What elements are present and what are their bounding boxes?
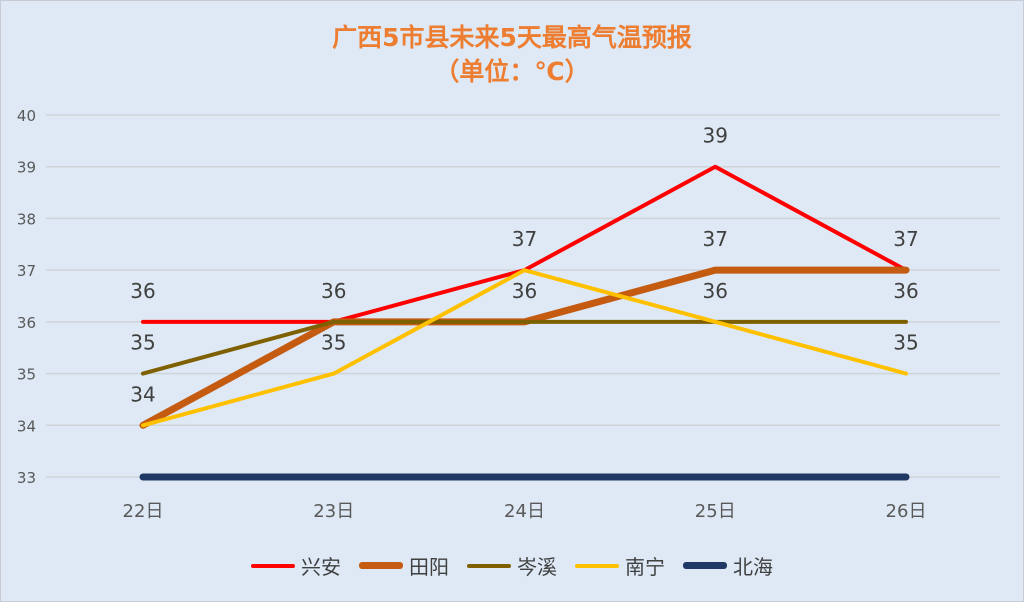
legend-swatch <box>359 562 403 569</box>
legend-swatch <box>251 563 295 568</box>
y-tick-label: 36 <box>17 314 36 332</box>
legend-swatch <box>467 563 511 568</box>
series-line-岑溪 <box>141 319 908 376</box>
legend-label: 南宁 <box>625 555 665 579</box>
legend-item-兴安: 兴安 <box>251 551 341 580</box>
legend-label: 岑溪 <box>517 555 557 579</box>
x-tick-label: 25日 <box>695 501 736 522</box>
data-label: 37 <box>703 227 728 251</box>
y-tick-label: 38 <box>17 210 36 228</box>
data-label: 37 <box>893 227 918 251</box>
data-label: 34 <box>130 382 155 406</box>
y-tick-label: 33 <box>17 469 36 487</box>
legend-swatch <box>575 563 619 568</box>
series-line-南宁 <box>141 268 908 428</box>
legend-label: 兴安 <box>301 555 341 579</box>
legend-swatch <box>683 562 727 569</box>
chart-title: 广西5市县未来5天最高气温预报 <box>332 23 692 52</box>
legend-item-南宁: 南宁 <box>575 551 665 580</box>
y-tick-label: 40 <box>17 107 36 125</box>
chart-subtitle: （单位：℃） <box>434 57 590 86</box>
x-tick-label: 23日 <box>313 501 354 522</box>
x-tick-label: 24日 <box>504 501 545 522</box>
data-label: 35 <box>130 331 155 355</box>
data-label: 35 <box>893 331 918 355</box>
data-label: 35 <box>321 331 346 355</box>
x-tick-label: 26日 <box>886 501 927 522</box>
legend-label: 田阳 <box>409 555 449 579</box>
data-label: 39 <box>703 124 728 148</box>
data-label: 36 <box>130 279 155 303</box>
legend-label: 北海 <box>733 555 773 579</box>
data-label: 36 <box>703 279 728 303</box>
legend-item-田阳: 田阳 <box>359 551 449 580</box>
y-tick-label: 37 <box>17 262 36 280</box>
y-tick-label: 34 <box>17 417 36 435</box>
data-label: 36 <box>321 279 346 303</box>
data-label: 36 <box>893 279 918 303</box>
data-label: 37 <box>512 227 537 251</box>
x-tick-label: 22日 <box>123 501 164 522</box>
legend: 兴安 田阳 岑溪 南宁 北海 <box>0 551 1024 580</box>
data-label: 36 <box>512 279 537 303</box>
y-tick-label: 35 <box>17 366 36 384</box>
legend-item-岑溪: 岑溪 <box>467 551 557 580</box>
y-tick-label: 39 <box>17 159 36 177</box>
legend-item-北海: 北海 <box>683 551 773 580</box>
